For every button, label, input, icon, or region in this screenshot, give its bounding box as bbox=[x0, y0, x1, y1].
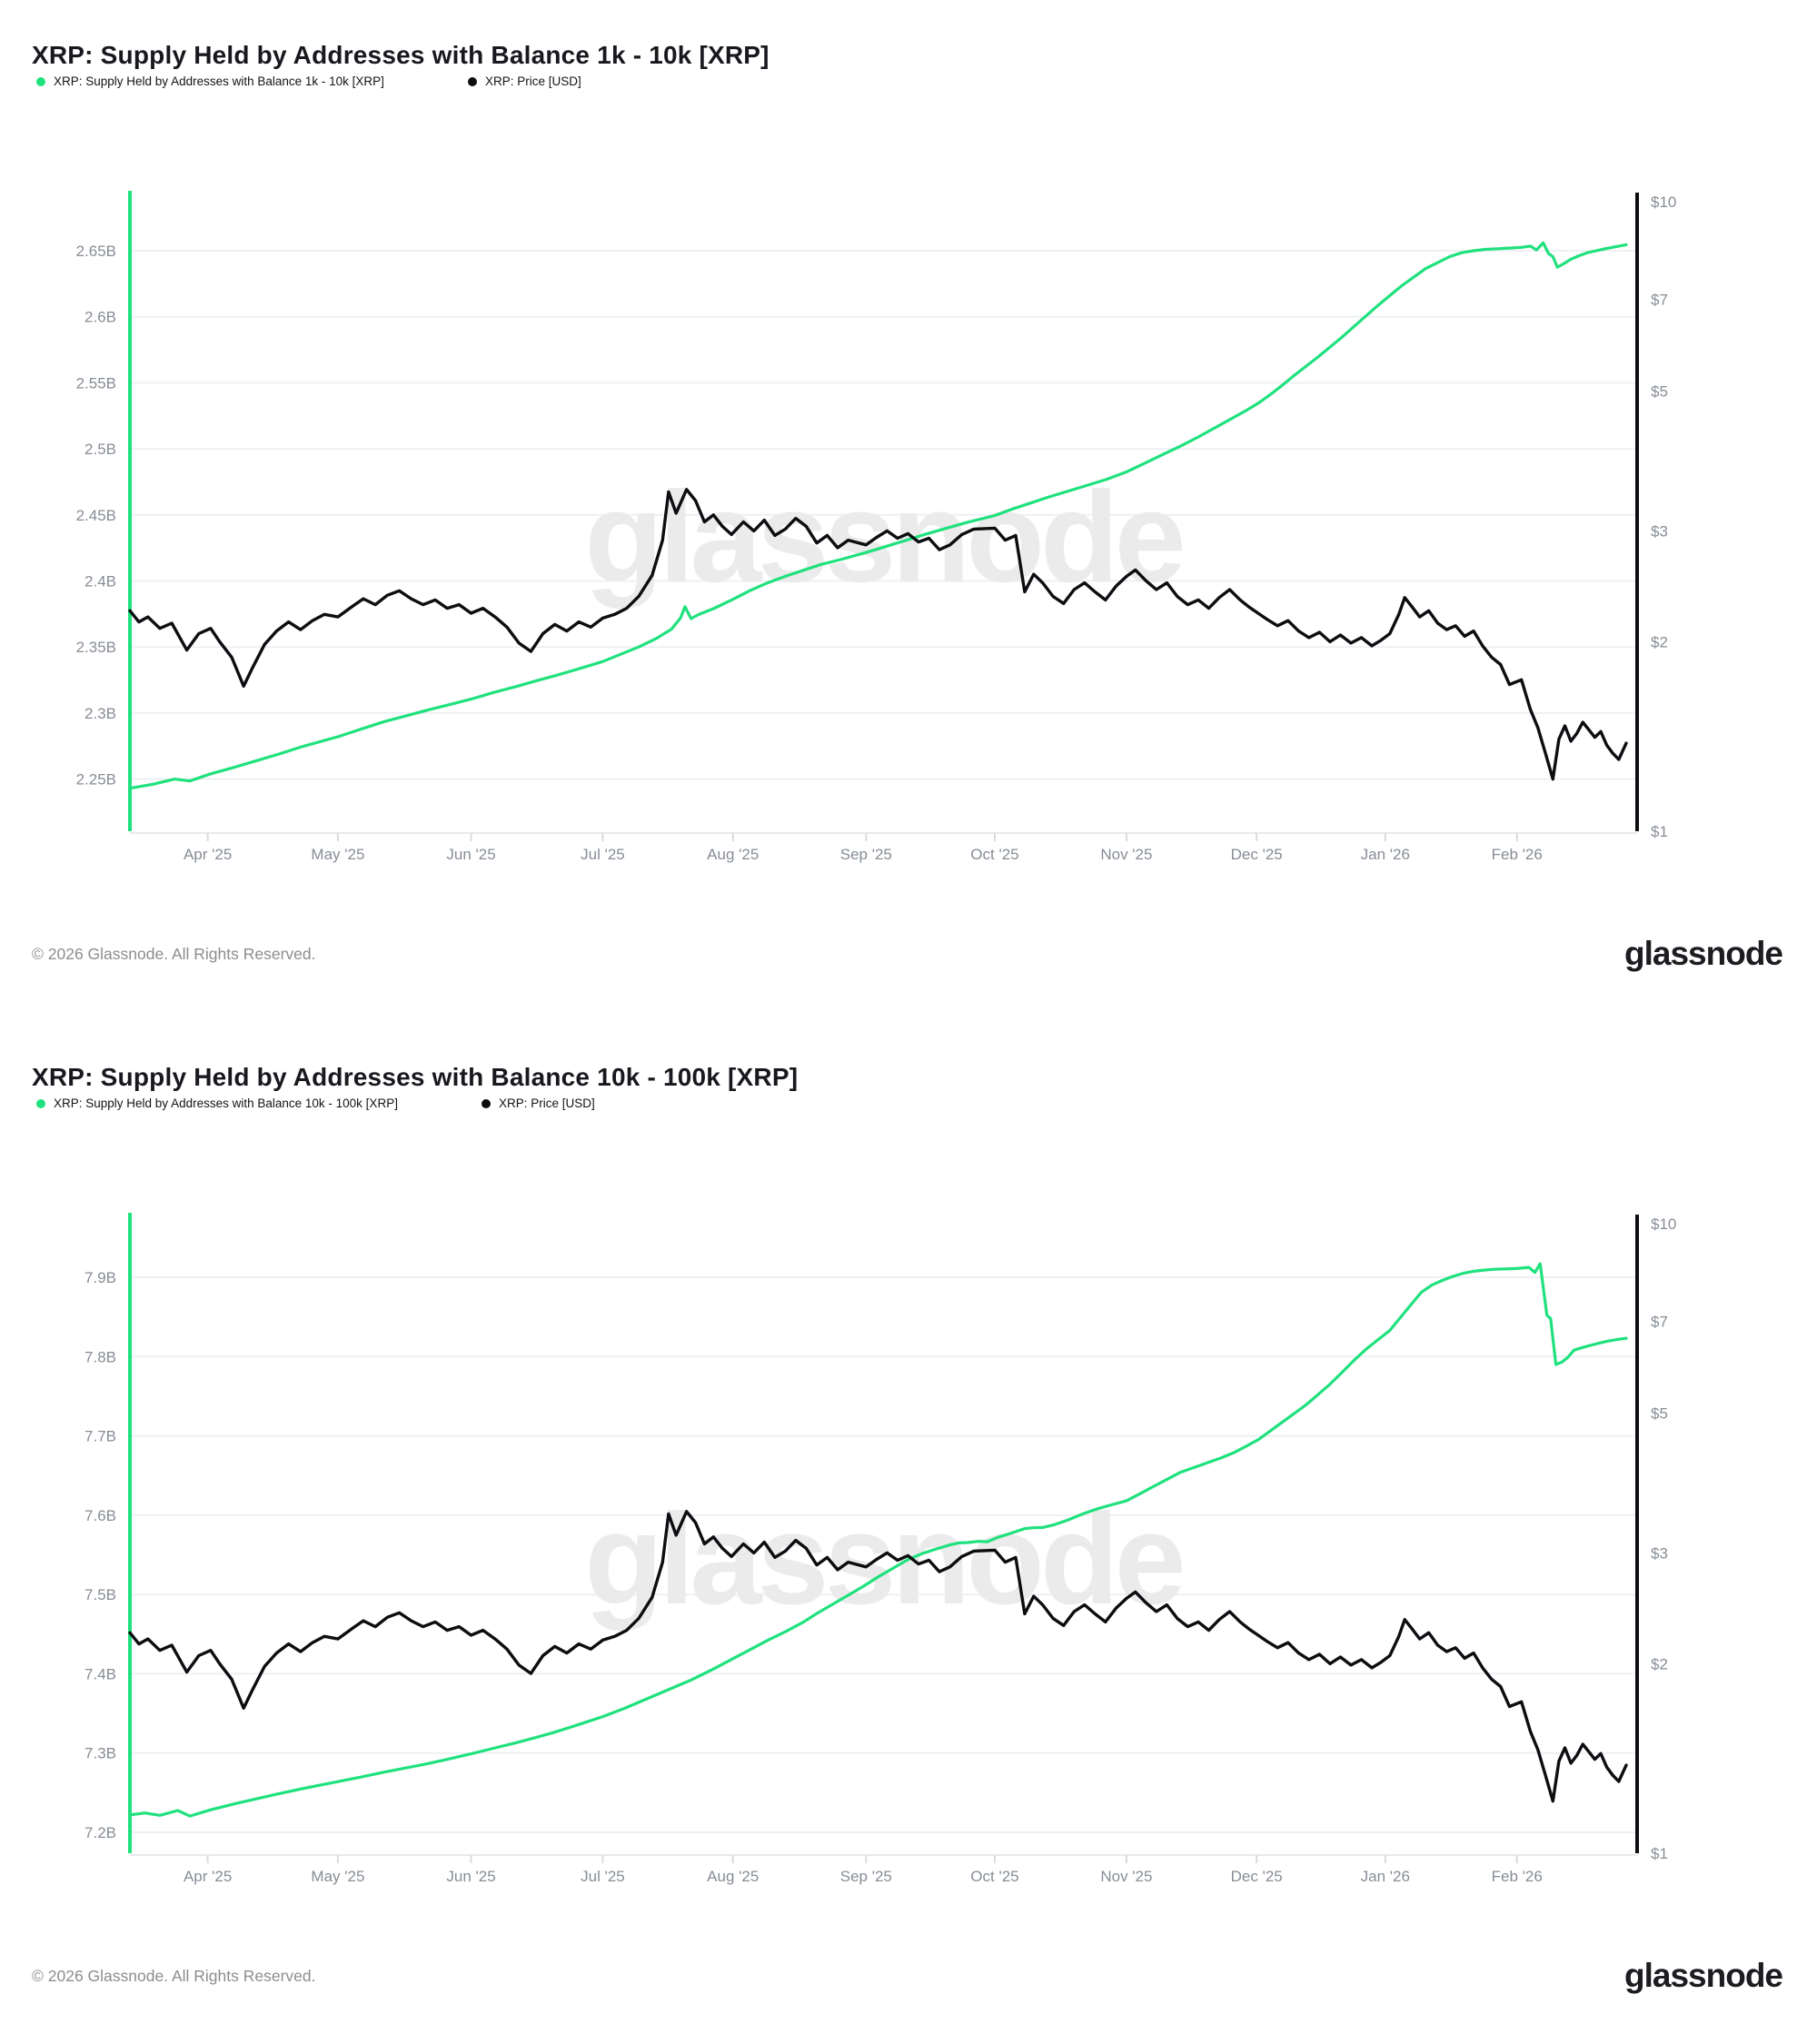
right-tick-label: $7 bbox=[1651, 291, 1668, 308]
page-title: XRP: Supply Held by Addresses with Balan… bbox=[32, 1062, 799, 1091]
price-line bbox=[128, 1510, 1628, 1803]
x-axis-ticks: Apr '25 May '25 Jun '25 Jul '25 Aug '25 Sep '… bbox=[184, 1855, 1543, 1885]
right-tick-label: $2 bbox=[1651, 633, 1668, 650]
x-tick-label: Jul '25 bbox=[581, 846, 625, 863]
x-tick-label: Apr '25 bbox=[184, 846, 232, 863]
x-tick-label: Jul '25 bbox=[581, 1868, 625, 1885]
glassnode-logo: glassnode bbox=[1624, 935, 1783, 972]
x-axis-ticks: Apr '25 May '25 Jun '25 Jul '25 Aug '25 Sep '… bbox=[184, 833, 1543, 863]
chart-footer: © 2026 Glassnode. All Rights Reserved. g… bbox=[32, 1947, 1783, 2005]
x-tick-label: Sep '25 bbox=[840, 846, 892, 863]
supply-line bbox=[128, 1262, 1628, 1818]
right-axis-labels: $1 $2 $3 $5 $7 $10 bbox=[1651, 193, 1676, 840]
x-tick-label: May '25 bbox=[311, 846, 364, 863]
glassnode-logo: glassnode bbox=[1624, 1957, 1783, 1994]
left-tick-label: 2.6B bbox=[84, 309, 116, 326]
x-tick-label: Nov '25 bbox=[1100, 846, 1152, 863]
x-tick-label: Feb '26 bbox=[1492, 846, 1543, 863]
x-tick-label: Sep '25 bbox=[840, 1868, 892, 1885]
x-tick-label: Oct '25 bbox=[970, 846, 1018, 863]
x-tick-label: Jan '26 bbox=[1361, 846, 1410, 863]
x-tick-label: Aug '25 bbox=[707, 1868, 759, 1885]
gridlines bbox=[130, 1276, 1637, 1833]
right-tick-label: $1 bbox=[1651, 1845, 1668, 1862]
page-title: XRP: Supply Held by Addresses with Balan… bbox=[32, 40, 769, 69]
copyright-text: © 2026 Glassnode. All Rights Reserved. bbox=[32, 944, 316, 963]
right-tick-label: $1 bbox=[1651, 823, 1668, 840]
supply-price-chart[interactable]: glassnode Apr '25 May '25 Jun '25 Jul '25 Aug… bbox=[0, 1022, 1817, 2044]
left-tick-label: 7.3B bbox=[84, 1745, 116, 1762]
right-tick-label: $10 bbox=[1651, 193, 1676, 211]
right-tick-label: $5 bbox=[1651, 1405, 1668, 1423]
watermark-glassnode: glassnode bbox=[584, 465, 1182, 610]
right-tick-label: $3 bbox=[1651, 522, 1668, 540]
right-axis-labels: $1 $2 $3 $5 $7 $10 bbox=[1651, 1215, 1676, 1862]
right-tick-label: $3 bbox=[1651, 1544, 1668, 1562]
chart-card-10k-100k: glassnode Apr '25 May '25 Jun '25 Jul '25 Aug… bbox=[0, 1022, 1817, 2044]
right-tick-label: $10 bbox=[1651, 1215, 1676, 1233]
left-tick-label: 7.8B bbox=[84, 1348, 116, 1365]
legend-swatch-icon bbox=[36, 1098, 45, 1108]
chart-legend: XRP: Supply Held by Addresses with Balan… bbox=[36, 74, 581, 88]
copyright-text: © 2026 Glassnode. All Rights Reserved. bbox=[32, 1966, 316, 1985]
chart-card-1k-10k: glassnode Apr '25 May '25 Jun '25 Jul '25 Aug… bbox=[0, 0, 1817, 1022]
left-tick-label: 2.55B bbox=[76, 374, 116, 392]
legend-swatch-icon bbox=[481, 1098, 491, 1108]
left-axis-labels: 2.25B 2.3B 2.35B 2.4B 2.45B 2.5B 2.55B 2.6B 2.65… bbox=[76, 243, 116, 789]
x-tick-label: Jun '25 bbox=[446, 846, 495, 863]
legend-item[interactable]: XRP: Price [USD] bbox=[481, 1096, 595, 1110]
supply-price-chart[interactable]: glassnode Apr '25 May '25 Jun '25 Jul '25 Aug… bbox=[0, 0, 1817, 1022]
right-tick-label: $7 bbox=[1651, 1313, 1668, 1330]
gridlines bbox=[130, 250, 1637, 780]
chart-footer: © 2026 Glassnode. All Rights Reserved. g… bbox=[32, 925, 1783, 983]
right-tick-label: $2 bbox=[1651, 1655, 1668, 1672]
left-tick-label: 2.25B bbox=[76, 771, 116, 789]
left-tick-label: 2.4B bbox=[84, 573, 116, 590]
legend-label: XRP: Supply Held by Addresses with Balan… bbox=[54, 74, 384, 88]
x-tick-label: Apr '25 bbox=[184, 1868, 232, 1885]
x-tick-label: Nov '25 bbox=[1100, 1868, 1152, 1885]
right-tick-label: $5 bbox=[1651, 383, 1668, 401]
x-tick-label: May '25 bbox=[311, 1868, 364, 1885]
legend-label: XRP: Price [USD] bbox=[498, 1096, 595, 1110]
left-tick-label: 7.9B bbox=[84, 1269, 116, 1286]
legend-swatch-icon bbox=[467, 76, 477, 86]
left-tick-label: 2.3B bbox=[84, 705, 116, 722]
left-tick-label: 2.45B bbox=[76, 507, 116, 524]
left-tick-label: 2.65B bbox=[76, 243, 116, 260]
legend-item[interactable]: XRP: Price [USD] bbox=[467, 74, 581, 88]
left-tick-label: 7.5B bbox=[84, 1586, 116, 1603]
left-tick-label: 7.7B bbox=[84, 1428, 116, 1445]
legend-swatch-icon bbox=[36, 76, 45, 86]
watermark-glassnode: glassnode bbox=[584, 1487, 1182, 1632]
legend-label: XRP: Supply Held by Addresses with Balan… bbox=[54, 1096, 398, 1110]
legend-item[interactable]: XRP: Supply Held by Addresses with Balan… bbox=[36, 74, 384, 88]
x-tick-label: Jun '25 bbox=[446, 1868, 495, 1885]
x-tick-label: Dec '25 bbox=[1231, 846, 1283, 863]
left-tick-label: 7.4B bbox=[84, 1665, 116, 1682]
left-tick-label: 7.6B bbox=[84, 1507, 116, 1524]
x-tick-label: Aug '25 bbox=[707, 846, 759, 863]
x-tick-label: Feb '26 bbox=[1492, 1868, 1543, 1885]
x-tick-label: Dec '25 bbox=[1231, 1868, 1283, 1885]
left-axis-labels: 7.2B 7.3B 7.4B 7.5B 7.6B 7.7B 7.8B 7.9B bbox=[84, 1269, 116, 1841]
left-tick-label: 2.35B bbox=[76, 639, 116, 656]
legend-label: XRP: Price [USD] bbox=[484, 74, 581, 88]
price-line bbox=[128, 488, 1628, 781]
left-tick-label: 2.5B bbox=[84, 441, 116, 458]
left-tick-label: 7.2B bbox=[84, 1824, 116, 1841]
x-tick-label: Jan '26 bbox=[1361, 1868, 1410, 1885]
x-tick-label: Oct '25 bbox=[970, 1868, 1018, 1885]
chart-legend: XRP: Supply Held by Addresses with Balan… bbox=[36, 1096, 595, 1110]
legend-item[interactable]: XRP: Supply Held by Addresses with Balan… bbox=[36, 1096, 398, 1110]
supply-line bbox=[128, 241, 1628, 790]
